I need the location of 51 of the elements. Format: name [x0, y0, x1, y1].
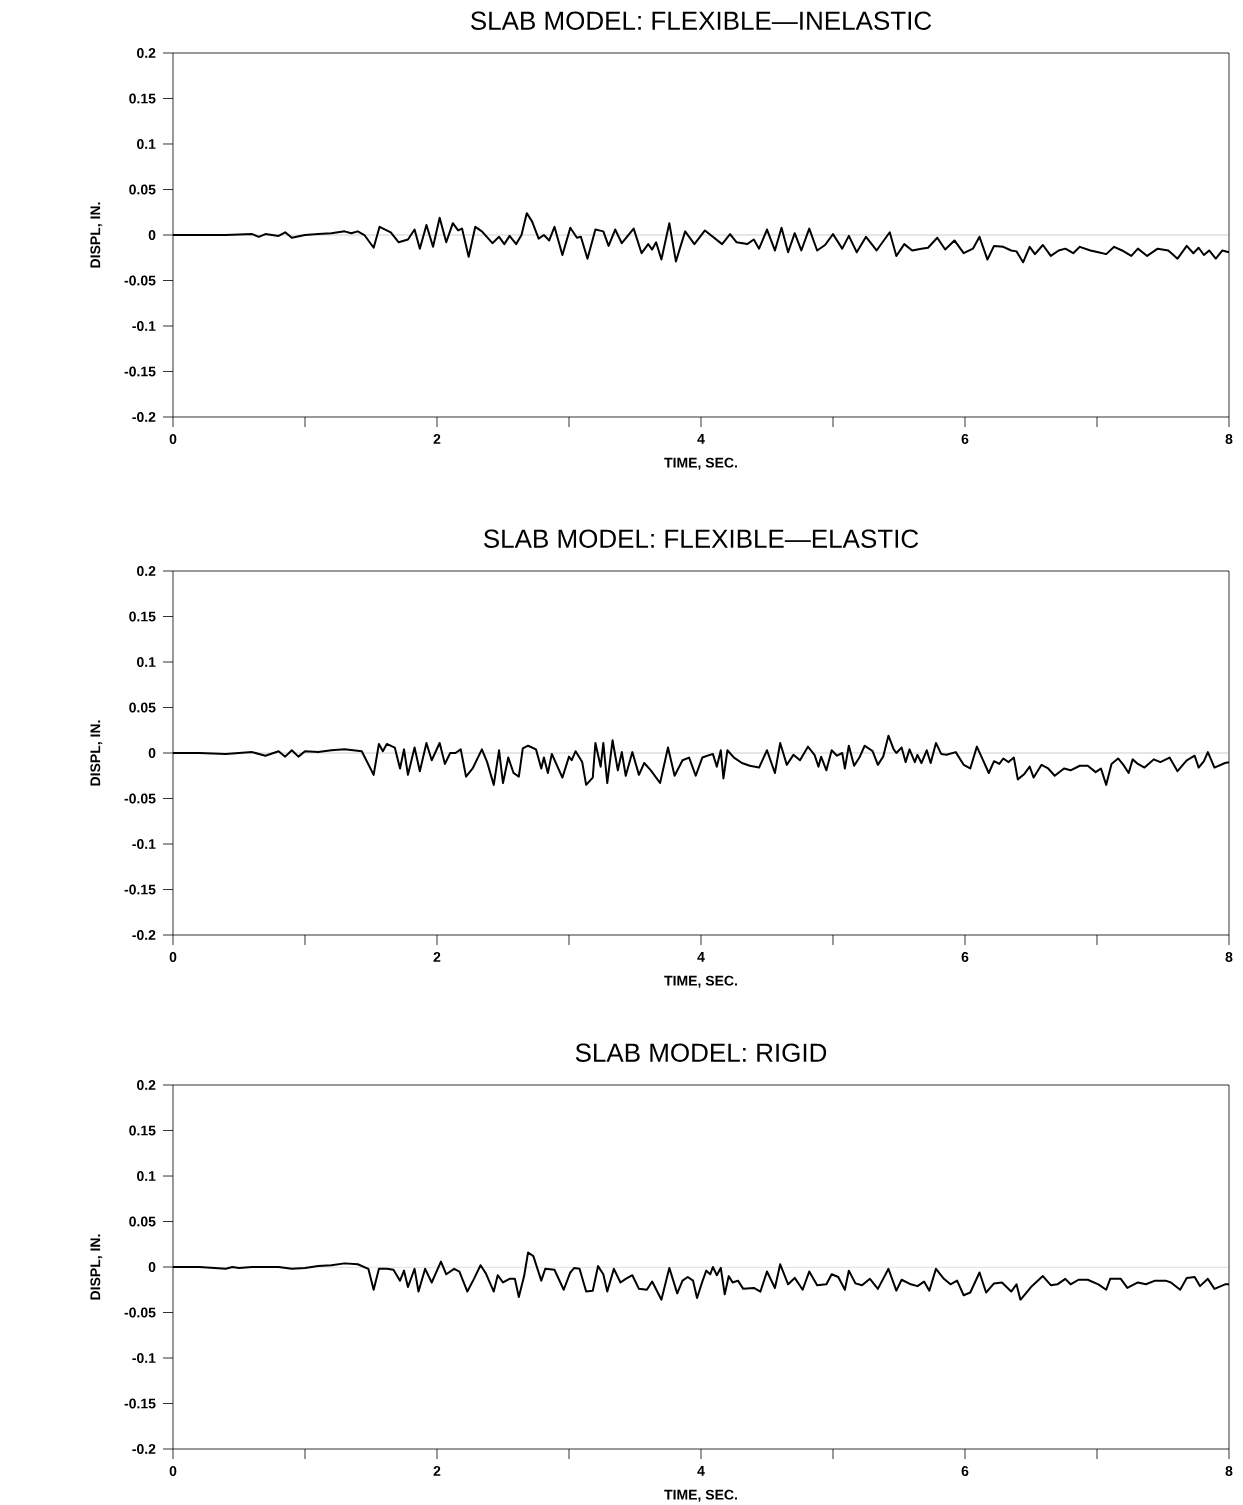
chart-title: SLAB MODEL: RIGID — [575, 1043, 827, 1062]
y-tick-label: 0.05 — [129, 702, 156, 713]
y-tick-label: 0.15 — [129, 1125, 156, 1136]
x-tick-label: 0 — [169, 952, 177, 962]
x-tick-label: 8 — [1225, 434, 1233, 444]
y-tick-label: 0.05 — [129, 184, 156, 195]
x-tick-label: 6 — [961, 434, 969, 444]
x-tick-label: 4 — [697, 952, 705, 962]
x-axis-title: TIME, SEC. — [664, 1489, 737, 1502]
x-tick-label: 2 — [433, 952, 441, 962]
y-tick-label: -0.15 — [124, 366, 156, 377]
x-tick-label: 6 — [961, 1466, 969, 1476]
y-tick-label: -0.1 — [132, 839, 156, 849]
y-tick-label: -0.1 — [132, 321, 156, 331]
y-tick-label: 0.2 — [137, 566, 156, 576]
y-tick-label: 0.05 — [129, 1216, 156, 1227]
y-tick-label: 0 — [148, 230, 156, 240]
y-tick-label: -0.1 — [132, 1353, 156, 1363]
y-axis-title: DISPL, IN. — [90, 202, 103, 268]
y-tick-label: -0.05 — [124, 275, 156, 286]
x-tick-label: 4 — [697, 1466, 705, 1476]
y-tick-label: -0.05 — [124, 793, 156, 804]
y-tick-label: 0.2 — [137, 1080, 156, 1090]
x-tick-label: 8 — [1225, 1466, 1233, 1476]
y-tick-label: 0.1 — [137, 139, 156, 149]
x-tick-label: 8 — [1225, 952, 1233, 962]
y-axis-title: DISPL, IN. — [90, 1234, 103, 1300]
y-tick-label: -0.15 — [124, 884, 156, 895]
x-tick-label: 2 — [433, 1466, 441, 1476]
y-tick-label: -0.15 — [124, 1398, 156, 1409]
y-tick-label: 0.15 — [129, 611, 156, 622]
chart-title: SLAB MODEL: FLEXIBLE—INELASTIC — [471, 11, 932, 30]
x-tick-label: 0 — [169, 434, 177, 444]
x-tick-label: 4 — [697, 434, 705, 444]
y-tick-label: -0.05 — [124, 1307, 156, 1318]
x-tick-label: 0 — [169, 1466, 177, 1476]
y-tick-label: 0.1 — [137, 1171, 156, 1181]
x-tick-label: 2 — [433, 434, 441, 444]
y-axis-title: DISPL, IN. — [90, 720, 103, 786]
x-axis-title: TIME, SEC. — [664, 975, 737, 988]
y-tick-label: 0 — [148, 1262, 156, 1272]
y-tick-label: 0.15 — [129, 93, 156, 104]
y-tick-label: -0.2 — [132, 930, 156, 940]
chart-title: SLAB MODEL: FLEXIBLE—ELASTIC — [484, 529, 919, 548]
y-tick-label: -0.2 — [132, 412, 156, 422]
x-tick-label: 6 — [961, 952, 969, 962]
y-tick-label: 0 — [148, 748, 156, 758]
y-tick-label: 0.2 — [137, 48, 156, 58]
y-tick-label: -0.2 — [132, 1444, 156, 1454]
x-axis-title: TIME, SEC. — [664, 457, 737, 470]
y-tick-label: 0.1 — [137, 657, 156, 667]
